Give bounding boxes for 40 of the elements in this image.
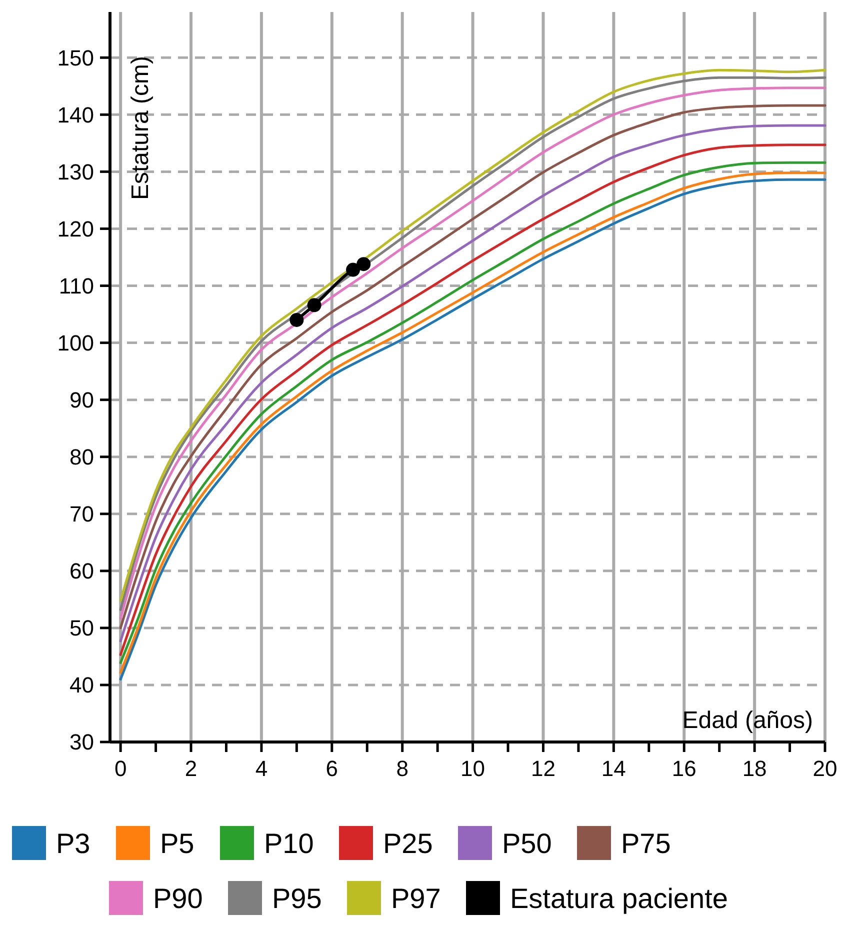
x-tick-label: 18 (742, 756, 767, 781)
legend-label: P95 (272, 882, 322, 914)
x-tick-label: 6 (326, 756, 338, 781)
y-tick-label: 110 (58, 273, 94, 298)
y-tick-label: 130 (57, 159, 94, 184)
x-tick-label: 2 (184, 756, 198, 781)
legend-label: P50 (502, 828, 552, 859)
x-tick-label: 8 (396, 756, 408, 781)
legend-label: P97 (391, 882, 441, 914)
legend-label: P90 (153, 882, 203, 914)
legend-label: P75 (621, 828, 671, 859)
legend-label: Estatura paciente (510, 882, 728, 914)
x-axis-title: Edad (años) (682, 707, 813, 734)
x-tick-label: 0 (114, 756, 127, 781)
y-tick-label: 40 (70, 672, 94, 698)
y-tick-label: 90 (70, 388, 94, 413)
y-tick-label: 70 (70, 502, 94, 527)
y-tick-label: 100 (57, 330, 94, 356)
y-tick-label: 50 (70, 616, 94, 641)
legend-label: P25 (383, 828, 433, 859)
legend-label: P3 (56, 828, 90, 859)
y-tick-label: 80 (70, 444, 94, 470)
y-tick-label: 30 (70, 730, 94, 755)
y-tick-label: 150 (57, 45, 94, 70)
point (356, 257, 371, 272)
point (307, 298, 322, 312)
point (290, 312, 304, 327)
legend-label: P10 (264, 828, 314, 859)
x-tick-label: 10 (460, 756, 486, 781)
y-tick-label: 60 (70, 558, 94, 584)
x-tick-label: 4 (255, 756, 268, 781)
x-tick-label: 16 (672, 756, 696, 781)
x-tick-label: 12 (530, 756, 556, 781)
y-tick-label: 120 (57, 216, 94, 242)
x-tick-label: 14 (601, 756, 626, 781)
legend-label: P5 (160, 828, 194, 859)
x-tick-label: 20 (812, 756, 838, 781)
y-tick-label: 140 (57, 102, 94, 128)
y-axis-title: Estatura (cm) (127, 56, 154, 200)
point (346, 262, 360, 277)
